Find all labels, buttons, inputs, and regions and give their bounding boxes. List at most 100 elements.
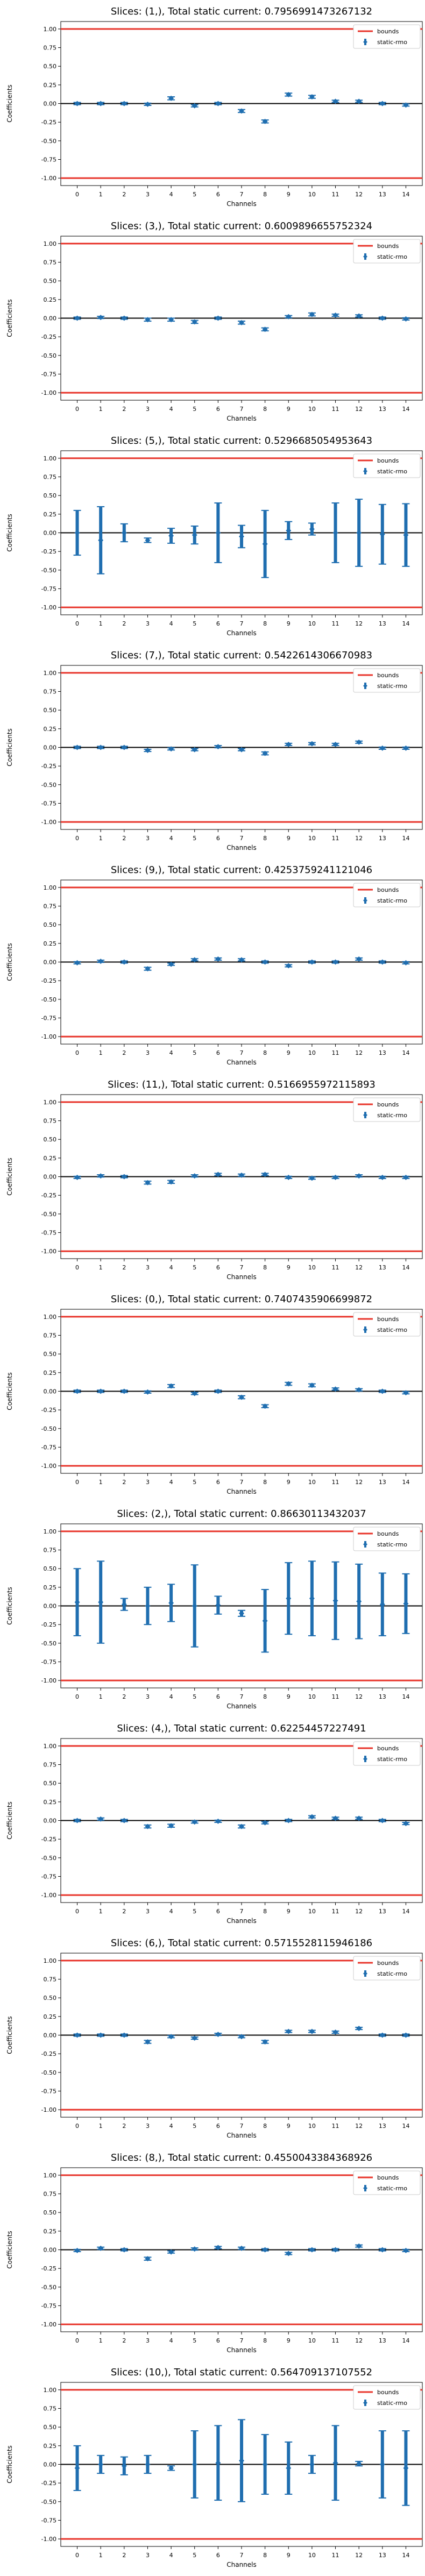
y-tick-label: 0.00 bbox=[44, 959, 57, 966]
data-point bbox=[262, 1172, 268, 1177]
x-tick-label: 6 bbox=[216, 191, 220, 198]
data-point bbox=[168, 1600, 174, 1606]
data-point bbox=[168, 961, 174, 967]
y-axis-label: Coefficients bbox=[6, 299, 13, 337]
x-tick-label: 0 bbox=[75, 1908, 79, 1915]
x-tick-label: 12 bbox=[355, 1908, 363, 1915]
data-point bbox=[239, 1394, 244, 1400]
x-tick-label: 12 bbox=[355, 2552, 363, 2559]
y-tick-label: 0.50 bbox=[44, 2209, 57, 2216]
y-axis-label: Coefficients bbox=[6, 1587, 13, 1625]
y-tick-label: 1.00 bbox=[44, 455, 57, 462]
y-axis-label: Coefficients bbox=[6, 84, 13, 123]
x-tick-label: 14 bbox=[402, 1049, 409, 1056]
data-point bbox=[168, 2249, 174, 2255]
y-tick-label: 0.50 bbox=[44, 1565, 57, 1572]
y-tick-label: 0.25 bbox=[44, 1799, 57, 1806]
y-tick-label: -0.75 bbox=[41, 1658, 56, 1665]
x-tick-label: 4 bbox=[169, 1264, 173, 1271]
data-point bbox=[192, 1390, 197, 1396]
y-tick-label: -1.00 bbox=[41, 604, 56, 611]
data-point bbox=[286, 91, 292, 97]
y-tick-label: 0.50 bbox=[44, 707, 57, 714]
data-point bbox=[356, 1599, 362, 1605]
x-tick-label: 13 bbox=[379, 1908, 386, 1915]
x-tick-label: 6 bbox=[216, 835, 220, 842]
data-point bbox=[403, 316, 409, 322]
x-tick-label: 2 bbox=[122, 1264, 126, 1271]
data-point bbox=[356, 1173, 362, 1179]
y-tick-label: 0.25 bbox=[44, 2013, 57, 2020]
data-point bbox=[379, 531, 385, 537]
x-tick-label: 0 bbox=[75, 2337, 79, 2344]
x-tick-label: 11 bbox=[332, 2123, 339, 2130]
x-tick-label: 9 bbox=[287, 2123, 291, 2130]
data-point bbox=[145, 966, 151, 971]
y-tick-label: 0.25 bbox=[44, 940, 57, 947]
data-point bbox=[262, 2461, 268, 2467]
data-point bbox=[379, 1174, 385, 1180]
x-tick-label: 8 bbox=[263, 835, 267, 842]
y-tick-label: -1.00 bbox=[41, 2321, 56, 2328]
legend-bounds-label: bounds bbox=[377, 457, 399, 464]
x-tick-label: 4 bbox=[169, 406, 173, 413]
data-point bbox=[356, 313, 362, 319]
x-tick-label: 8 bbox=[263, 1479, 267, 1486]
data-point bbox=[74, 101, 80, 107]
x-tick-label: 2 bbox=[122, 620, 126, 627]
data-point bbox=[145, 1603, 151, 1609]
data-point bbox=[403, 1390, 409, 1396]
x-tick-label: 3 bbox=[146, 191, 150, 198]
data-point bbox=[98, 101, 104, 107]
legend-series-label: static-rmo bbox=[377, 1541, 407, 1548]
legend: bounds static-rmo bbox=[353, 2385, 421, 2410]
data-point bbox=[192, 957, 197, 963]
legend: bounds static-rmo bbox=[353, 239, 421, 264]
y-tick-label: -0.75 bbox=[41, 2517, 56, 2524]
x-axis-label: Channels bbox=[226, 200, 257, 208]
data-point bbox=[356, 2461, 362, 2467]
x-tick-label: 2 bbox=[122, 1693, 126, 1700]
data-point bbox=[145, 317, 151, 323]
x-tick-label: 0 bbox=[75, 1049, 79, 1056]
legend-series-label: static-rmo bbox=[377, 1756, 407, 1763]
x-tick-label: 10 bbox=[308, 1479, 316, 1486]
chart-title: Slices: (0,), Total static current: 0.74… bbox=[111, 1294, 372, 1305]
x-tick-label: 9 bbox=[287, 2337, 291, 2344]
chart-title: Slices: (6,), Total static current: 0.57… bbox=[111, 1938, 372, 1949]
x-tick-label: 14 bbox=[402, 2337, 409, 2344]
x-tick-label: 12 bbox=[355, 1693, 363, 1700]
y-tick-label: 0.00 bbox=[44, 1174, 57, 1181]
y-tick-label: 0.00 bbox=[44, 1818, 57, 1825]
data-point bbox=[309, 94, 315, 100]
y-tick-label: 0.00 bbox=[44, 2032, 57, 2039]
y-axis-label: Coefficients bbox=[6, 2016, 13, 2054]
x-tick-label: 14 bbox=[402, 1479, 409, 1486]
legend: bounds static-rmo bbox=[353, 1527, 421, 1551]
x-tick-label: 8 bbox=[263, 1049, 267, 1056]
x-tick-label: 7 bbox=[240, 620, 244, 627]
x-tick-label: 3 bbox=[146, 835, 150, 842]
x-tick-label: 5 bbox=[193, 2552, 196, 2559]
x-tick-label: 10 bbox=[308, 1693, 316, 1700]
x-tick-label: 1 bbox=[99, 1908, 103, 1915]
data-point bbox=[121, 1174, 127, 1180]
data-point bbox=[215, 101, 221, 107]
data-point bbox=[309, 526, 315, 532]
data-point bbox=[262, 1403, 268, 1409]
legend-series-label: static-rmo bbox=[377, 683, 407, 690]
x-tick-label: 4 bbox=[169, 191, 173, 198]
data-point bbox=[332, 1598, 338, 1603]
y-tick-label: 0.25 bbox=[44, 1584, 57, 1591]
x-tick-label: 13 bbox=[379, 1479, 386, 1486]
y-tick-label: 0.00 bbox=[44, 315, 57, 322]
legend-bounds-label: bounds bbox=[377, 672, 399, 679]
data-point bbox=[356, 739, 362, 745]
data-point bbox=[98, 744, 104, 750]
y-tick-label: -0.25 bbox=[41, 333, 56, 340]
y-tick-label: 0.25 bbox=[44, 2228, 57, 2235]
y-tick-label: 0.50 bbox=[44, 278, 57, 285]
data-point bbox=[356, 2243, 362, 2249]
x-tick-label: 6 bbox=[216, 1908, 220, 1915]
data-point bbox=[74, 2032, 80, 2038]
